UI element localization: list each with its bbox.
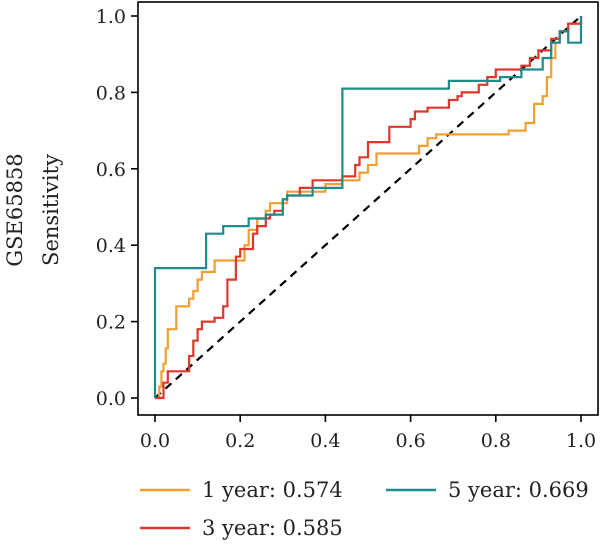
plot-area [137, 1, 599, 416]
y-tick-label: 0.0 [96, 388, 126, 410]
plot-frame [137, 1, 599, 416]
x-tick-label: 0.8 [481, 430, 511, 452]
x-tick-label: 0.0 [140, 430, 170, 452]
x-axis: 0.0 0.2 0.4 0.6 0.8 1.0 [140, 415, 596, 452]
x-tick-label: 1.0 [566, 430, 596, 452]
dataset-label: GSE65858 [3, 153, 27, 266]
y-tick-label: 0.4 [96, 235, 126, 257]
x-tick-label: 0.4 [310, 430, 340, 452]
y-tick-label: 0.2 [96, 312, 126, 334]
roc-line-series-3 [153, 16, 583, 398]
y-tick-label: 0.6 [96, 159, 126, 181]
y-axis-title: Sensitivity [39, 154, 63, 266]
roc-line-series-1 [155, 16, 583, 400]
reference-diagonal-line [154, 15, 582, 399]
legend-label-series-2: 3 year: 0.585 [202, 516, 343, 540]
y-tick-label: 1.0 [96, 6, 126, 28]
y-axis: 0.0 0.2 0.4 0.6 0.8 1.0 [96, 6, 138, 410]
series-layer [153, 16, 583, 400]
y-tick-label: 0.8 [96, 82, 126, 104]
legend: 1 year: 0.574 3 year: 0.585 5 year: 0.669 [140, 478, 589, 540]
x-tick-label: 0.6 [395, 430, 425, 452]
x-tick-label: 0.2 [225, 430, 255, 452]
legend-label-series-3: 5 year: 0.669 [448, 478, 589, 502]
legend-label-series-1: 1 year: 0.574 [202, 478, 343, 502]
